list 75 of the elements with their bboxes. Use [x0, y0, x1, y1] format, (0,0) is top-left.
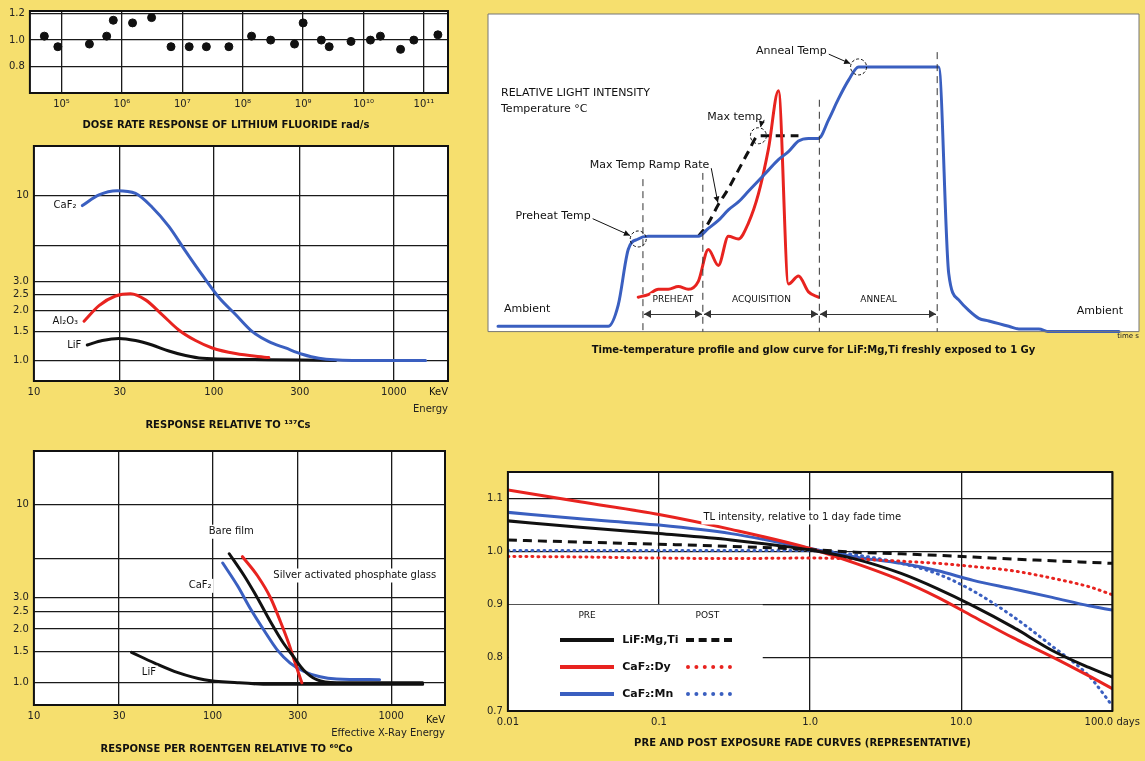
annotation: Temperature °C	[500, 102, 588, 116]
x-tick-label: 300	[290, 385, 310, 397]
series-label: Al₂O₃	[52, 314, 79, 326]
x-tick-label: 10	[27, 385, 41, 397]
y-tick-label: 1.0	[9, 33, 25, 45]
legend-label: CaF₂:Mn	[621, 687, 675, 700]
annotation: RELATIVE LIGHT INTENSITY	[501, 86, 651, 100]
text: KeV	[428, 386, 449, 398]
x-tick-label: 1.0	[802, 715, 819, 727]
x-tick-label: 10⁵	[53, 97, 70, 109]
annotation: PREHEAT	[652, 294, 694, 305]
x-tick-label: 10	[27, 709, 41, 721]
y-tick-label: 10	[16, 189, 29, 201]
x-tick-label: 300	[288, 709, 308, 721]
series-label: CaF₂	[53, 199, 77, 211]
text: KeV	[425, 713, 446, 725]
x-tick-label: 10.0	[950, 715, 973, 727]
y-tick-label: 10	[16, 498, 29, 510]
text: Anneal Temp	[755, 44, 827, 58]
y-tick-label: 0.7	[487, 704, 503, 716]
annotation: Ambient	[503, 302, 551, 316]
annotation: TL intensity, relative to 1 day fade time	[702, 511, 902, 522]
annotation: Ambient	[1076, 303, 1124, 317]
x-tick-label: 30	[113, 385, 127, 397]
y-tick-label: 0.8	[9, 60, 25, 72]
x-tick-label: 10¹¹	[413, 97, 435, 109]
x-tick-label: 1000	[381, 385, 407, 397]
annotation: PRE	[578, 609, 597, 620]
x-tick-label: 10⁸	[234, 97, 252, 109]
annotation: ANNEAL	[860, 294, 897, 305]
y-tick-label: 0.9	[487, 598, 503, 610]
y-tick-label: 2.5	[13, 605, 29, 617]
x-tick-label: 1000	[378, 709, 404, 721]
x-tick-label: 100.0 days	[1084, 715, 1141, 727]
text: Bare film	[208, 525, 254, 537]
series-label: LiF	[67, 338, 82, 350]
legend-label: LiF:Mg,Ti	[621, 633, 680, 646]
x-tick-label: 100	[204, 385, 224, 397]
text: Time-temperature profile and glow curve for LiF:Mg,Ti freshly exposed to 1 Gy	[591, 343, 1036, 355]
annotation: ACQUISITION	[731, 294, 791, 305]
x-tick-label: 0.1	[651, 715, 667, 727]
y-tick-label: 0.8	[487, 651, 503, 663]
x-axis-title: Energy	[412, 402, 449, 414]
text: DOSE RATE RESPONSE OF LITHIUM FLUORIDE rad/s	[82, 118, 370, 130]
y-tick-label: 1.1	[487, 492, 503, 504]
y-tick-label: 3.0	[13, 275, 29, 287]
x-tick-label: 10⁹	[294, 97, 312, 109]
x-tick-label: 10⁶	[113, 97, 131, 109]
y-tick-label: 1.5	[13, 644, 29, 656]
y-tick-label: 2.0	[13, 304, 29, 316]
legend-label: CaF₂:Dy	[621, 660, 672, 673]
y-tick-label: 1.5	[13, 324, 29, 336]
x-tick-label: 100	[203, 709, 223, 721]
text: PRE AND POST EXPOSURE FADE CURVES (REPRESENTATIVE)	[634, 736, 971, 748]
y-tick-label: 1.2	[9, 7, 25, 19]
annotation: Max temp	[707, 109, 763, 123]
y-tick-label: 1.0	[13, 354, 29, 365]
x-tick-label: 10¹⁰	[353, 97, 374, 109]
text: RESPONSE RELATIVE TO ¹³⁷Cs	[145, 418, 311, 430]
x-tick-label: 10⁷	[173, 97, 191, 109]
annotation: Max Temp Ramp Rate	[589, 158, 710, 172]
series-label: Silver activated phosphate glass	[273, 569, 437, 581]
x-tick-label: 30	[112, 709, 126, 721]
x-tick-label: 0.01	[496, 715, 520, 727]
y-tick-label: 1.0	[13, 676, 29, 688]
series-label: CaF₂	[188, 579, 212, 591]
text: RESPONSE PER ROENTGEN RELATIVE TO ⁶⁰Co	[100, 742, 353, 754]
series-label: LiF	[141, 666, 157, 678]
y-tick-label: 1.0	[487, 545, 503, 557]
y-tick-label: 2.0	[13, 622, 29, 634]
annotation: POST	[695, 609, 720, 620]
y-tick-label: 2.5	[13, 288, 29, 300]
y-tick-label: 3.0	[13, 591, 29, 603]
x-axis-title: Effective X-Ray Energy	[331, 726, 446, 738]
annotation: Preheat Temp	[515, 208, 591, 222]
